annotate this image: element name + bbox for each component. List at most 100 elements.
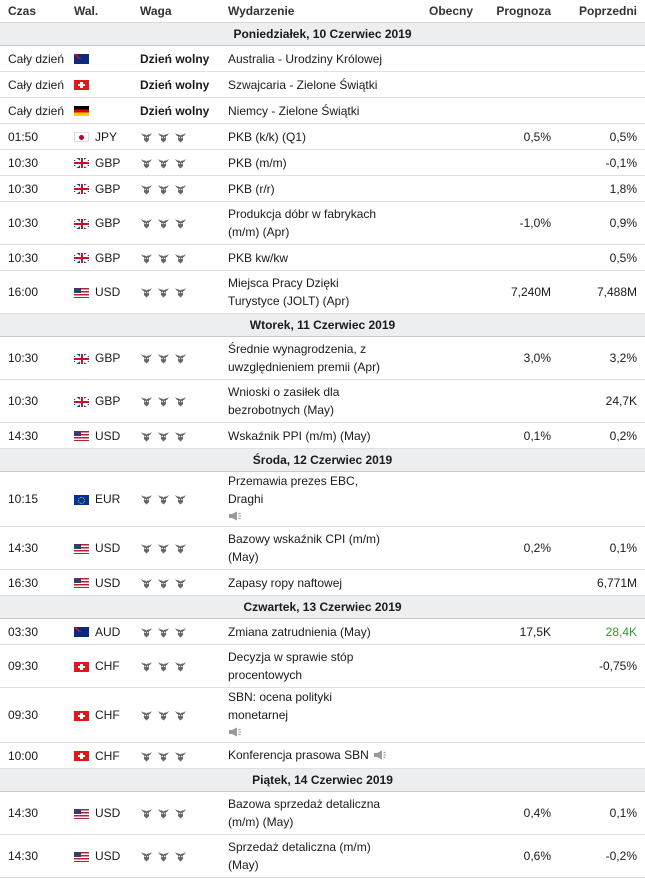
- holiday-label: Dzień wolny: [132, 45, 220, 72]
- event-weight: [132, 526, 220, 570]
- event-name[interactable]: PKB (k/k) (Q1): [228, 129, 307, 144]
- event-row[interactable]: 10:30 GBP Średnie wynagrodzenia, z uwzględ…: [0, 336, 645, 380]
- event-name[interactable]: Decyzja w sprawie stóp procentowych: [228, 650, 354, 682]
- event-name[interactable]: Australia - Urodziny Królowej: [228, 51, 383, 66]
- event-name-cell[interactable]: Zapasy ropy naftowej: [220, 569, 395, 596]
- event-row[interactable]: 09:30 CHF SBN: ocena polityki monetarnej: [0, 687, 645, 743]
- event-name-cell[interactable]: SBN: ocena polityki monetarnej: [220, 687, 395, 743]
- gb-flag-icon: [74, 218, 89, 229]
- event-currency: GBP: [95, 181, 121, 196]
- col-currency[interactable]: Wal.: [66, 0, 132, 23]
- bull-icon: [157, 353, 170, 364]
- event-name[interactable]: Produkcja dóbr w fabrykach (m/m) (Apr): [228, 207, 377, 239]
- event-name-cell[interactable]: PKB kw/kw: [220, 244, 395, 271]
- event-name-cell[interactable]: Produkcja dóbr w fabrykach (m/m) (Apr): [220, 201, 395, 245]
- event-name-cell[interactable]: Średnie wynagrodzenia, z uwzględnieniem …: [220, 336, 395, 380]
- event-name-cell[interactable]: Australia - Urodziny Królowej: [220, 45, 395, 72]
- event-name-cell[interactable]: PKB (r/r): [220, 175, 395, 202]
- event-row[interactable]: 10:30 GBP Wnioski o zasiłek dla bezrobotny…: [0, 379, 645, 423]
- event-row[interactable]: 10:00 CHF Konferencja prasowa SBN: [0, 742, 645, 769]
- event-name-cell[interactable]: Niemcy - Zielone Świątki: [220, 97, 395, 124]
- event-row[interactable]: Cały dzień Dzień wolny Australia - Urodzin…: [0, 45, 645, 72]
- event-row[interactable]: 16:30 USD Zapasy ropy naftowej 6,771M: [0, 569, 645, 596]
- event-name-cell[interactable]: Decyzja w sprawie stóp procentowych: [220, 644, 395, 688]
- event-name-cell[interactable]: Wnioski o zasiłek dla bezrobotnych (May): [220, 379, 395, 423]
- event-name-cell[interactable]: Zmiana zatrudnienia (May): [220, 618, 395, 645]
- megaphone-icon: [228, 508, 389, 526]
- event-name[interactable]: Niemcy - Zielone Świątki: [228, 103, 360, 118]
- event-name[interactable]: Miejsca Pracy Dzięki Turystyce (JOLT) (A…: [228, 276, 350, 308]
- event-currency-cell: GBP: [66, 175, 132, 202]
- event-name[interactable]: Przemawia prezes EBC, Draghi: [228, 474, 359, 506]
- event-row[interactable]: 10:30 GBP PKB kw/kw 0,5%: [0, 244, 645, 271]
- event-name[interactable]: Bazowy wskaźnik CPI (m/m) (May): [228, 532, 381, 564]
- event-time: 14:30: [0, 834, 66, 878]
- bull-icon: [140, 751, 153, 762]
- event-actual: [395, 742, 481, 769]
- event-name-cell[interactable]: Konferencja prasowa SBN: [220, 742, 395, 769]
- event-name[interactable]: Średnie wynagrodzenia, z uwzględnieniem …: [228, 342, 381, 374]
- col-actual[interactable]: Obecny: [395, 0, 481, 23]
- col-event[interactable]: Wydarzenie: [220, 0, 395, 23]
- event-name-cell[interactable]: Miejsca Pracy Dzięki Turystyce (JOLT) (A…: [220, 270, 395, 314]
- bull-icon: [140, 661, 153, 672]
- event-name[interactable]: PKB (m/m): [228, 155, 287, 170]
- event-row[interactable]: 14:30 USD Bazowy wskaźnik CPI (m/m) (May) 0…: [0, 526, 645, 570]
- event-row[interactable]: 03:30 AUD Zmiana zatrudnienia (May) 17,5K 28…: [0, 618, 645, 645]
- day-header: Środa, 12 Czerwiec 2019: [0, 448, 645, 472]
- event-name[interactable]: SBN: ocena polityki monetarnej: [228, 690, 333, 722]
- event-name[interactable]: PKB kw/kw: [228, 250, 289, 265]
- event-name[interactable]: Bazowa sprzedaż detaliczna (m/m) (May): [228, 797, 381, 829]
- event-name[interactable]: Zmiana zatrudnienia (May): [228, 624, 371, 639]
- col-weight[interactable]: Waga: [132, 0, 220, 23]
- event-row[interactable]: 01:50 JPY PKB (k/k) (Q1) 0,5% 0,5%: [0, 123, 645, 150]
- jp-flag-icon: [74, 132, 89, 143]
- event-actual: [395, 244, 481, 271]
- event-name-cell[interactable]: Bazowy wskaźnik CPI (m/m) (May): [220, 526, 395, 570]
- event-name-cell[interactable]: PKB (m/m): [220, 149, 395, 176]
- event-row[interactable]: 14:30 USD Bazowa sprzedaż detaliczna (m/m)…: [0, 791, 645, 835]
- event-previous: -0,1%: [559, 149, 645, 176]
- event-row[interactable]: 10:30 GBP PKB (r/r) 1,8%: [0, 175, 645, 202]
- us-flag-icon: [74, 431, 89, 442]
- event-name-cell[interactable]: Szwajcaria - Zielone Świątki: [220, 71, 395, 98]
- us-flag-icon: [74, 808, 89, 819]
- bull-icon: [174, 851, 187, 862]
- bull-icon: [140, 808, 153, 819]
- event-row[interactable]: 16:00 USD Miejsca Pracy Dzięki Turystyce (…: [0, 270, 645, 314]
- event-row[interactable]: 10:30 GBP PKB (m/m) -0,1%: [0, 149, 645, 176]
- event-name[interactable]: Konferencja prasowa SBN: [228, 748, 369, 763]
- bull-icon: [174, 132, 187, 143]
- event-row[interactable]: 14:30 USD Wskaźnik PPI (m/m) (May) 0,1% 0,2%: [0, 422, 645, 449]
- bull-icon: [157, 851, 170, 862]
- event-time: Cały dzień: [0, 71, 66, 98]
- bull-icon: [174, 396, 187, 407]
- event-row[interactable]: 10:15 EUR Przemawia prezes EBC, Draghi: [0, 471, 645, 527]
- col-time[interactable]: Czas: [0, 0, 66, 23]
- event-name[interactable]: Zapasy ropy naftowej: [228, 575, 343, 590]
- event-forecast: [481, 45, 559, 72]
- event-name[interactable]: Wnioski o zasiłek dla bezrobotnych (May): [228, 385, 340, 417]
- event-row[interactable]: Cały dzień Dzień wolny Szwajcaria - Zielon…: [0, 71, 645, 98]
- event-name-cell[interactable]: Bazowa sprzedaż detaliczna (m/m) (May): [220, 791, 395, 835]
- event-name[interactable]: Wskaźnik PPI (m/m) (May): [228, 428, 371, 443]
- event-row[interactable]: 09:30 CHF Decyzja w sprawie stóp procentow…: [0, 644, 645, 688]
- event-name-cell[interactable]: Przemawia prezes EBC, Draghi: [220, 471, 395, 527]
- bull-icon: [157, 710, 170, 721]
- col-forecast[interactable]: Prognoza: [481, 0, 559, 23]
- event-actual: [395, 270, 481, 314]
- event-row[interactable]: 14:30 USD Sprzedaż detaliczna (m/m) (May) 0…: [0, 834, 645, 878]
- event-row[interactable]: 10:30 GBP Produkcja dóbr w fabrykach (m/m)…: [0, 201, 645, 245]
- event-previous: -0,2%: [559, 834, 645, 878]
- event-name-cell[interactable]: Wskaźnik PPI (m/m) (May): [220, 422, 395, 449]
- col-previous[interactable]: Poprzedni: [559, 0, 645, 23]
- event-weight: [132, 336, 220, 380]
- event-forecast: [481, 149, 559, 176]
- event-name-cell[interactable]: PKB (k/k) (Q1): [220, 123, 395, 150]
- event-name[interactable]: PKB (r/r): [228, 181, 275, 196]
- event-name[interactable]: Szwajcaria - Zielone Świątki: [228, 77, 378, 92]
- event-row[interactable]: Cały dzień Dzień wolny Niemcy - Zielone Św…: [0, 97, 645, 124]
- event-name[interactable]: Sprzedaż detaliczna (m/m) (May): [228, 840, 371, 872]
- event-actual: [395, 175, 481, 202]
- event-name-cell[interactable]: Sprzedaż detaliczna (m/m) (May): [220, 834, 395, 878]
